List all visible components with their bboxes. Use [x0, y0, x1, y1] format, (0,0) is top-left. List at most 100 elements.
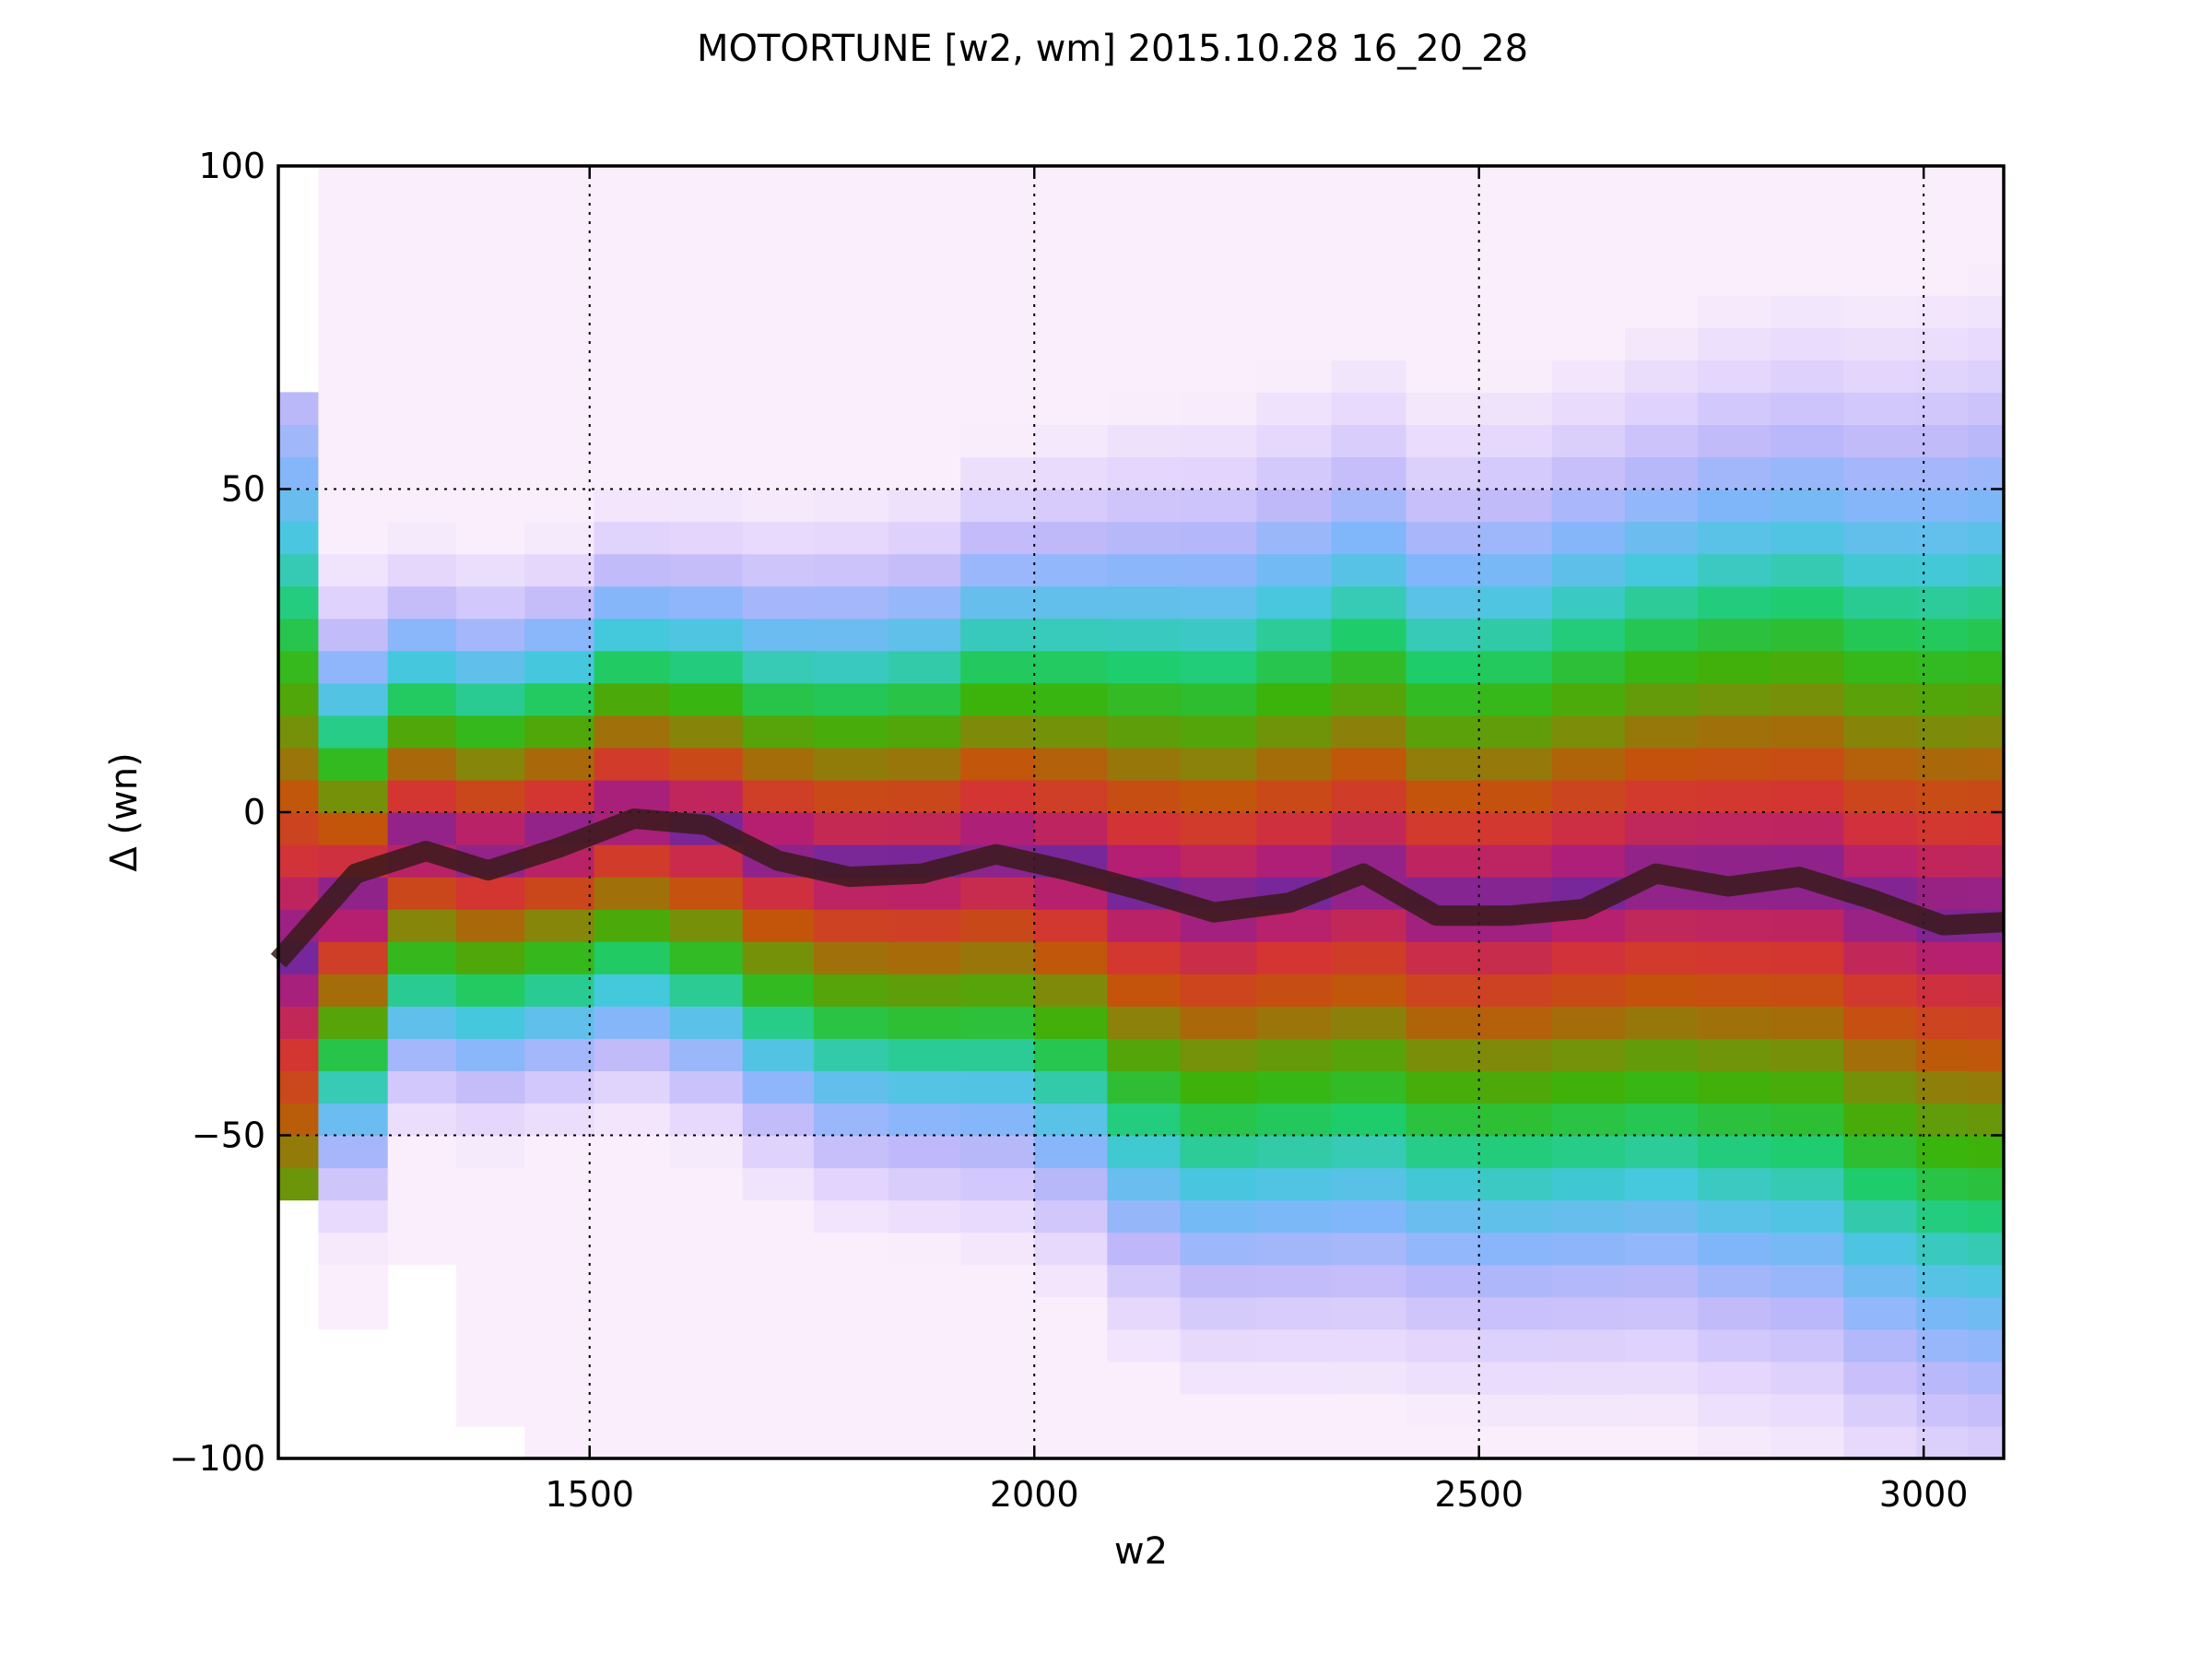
heatmap-cell — [387, 618, 457, 652]
heatmap-cell — [1406, 489, 1480, 523]
heatmap-cell — [1916, 747, 1970, 781]
heatmap-cell — [1551, 1006, 1626, 1039]
heatmap-cell — [1406, 812, 1480, 845]
heatmap-cell — [524, 585, 595, 620]
heatmap-cell — [888, 263, 961, 296]
heatmap-cell — [1180, 1006, 1258, 1039]
heatmap-cell — [1916, 327, 1970, 360]
heatmap-cell — [1843, 1070, 1918, 1104]
heatmap-cell — [1107, 1328, 1182, 1363]
heatmap-cell — [1034, 1393, 1108, 1427]
heatmap-cell — [1624, 1328, 1699, 1363]
heatmap-cell — [813, 1264, 889, 1298]
heatmap-cell — [1478, 360, 1553, 393]
heatmap-cell — [1771, 489, 1844, 523]
heatmap-cell — [1968, 974, 2005, 1007]
heatmap-cell — [1256, 1103, 1333, 1137]
heatmap-cell — [888, 1199, 961, 1233]
heatmap-cell — [1771, 1232, 1844, 1266]
heatmap-cell — [669, 1006, 744, 1039]
heatmap-cell — [813, 1135, 889, 1169]
heatmap-cell — [1968, 1393, 2005, 1427]
heatmap-cell — [1916, 941, 1970, 974]
heatmap-cell — [669, 714, 744, 749]
heatmap-cell — [1034, 166, 1108, 199]
heatmap-cell — [1107, 1038, 1182, 1071]
heatmap-cell — [813, 1296, 889, 1330]
heatmap-cell — [1406, 263, 1480, 296]
heatmap-cell — [960, 230, 1035, 264]
heatmap-cell — [594, 521, 671, 555]
heatmap-cell — [387, 456, 457, 490]
heatmap-cell — [278, 877, 320, 910]
heatmap-cell — [888, 1038, 961, 1071]
heatmap-cell — [1968, 327, 2005, 360]
heatmap-cell — [1968, 682, 2005, 716]
heatmap-cell — [1107, 198, 1182, 231]
heatmap-cells — [278, 166, 2005, 1459]
heatmap-cell — [318, 650, 389, 684]
heatmap-cell — [1478, 844, 1553, 878]
heatmap-cell — [1406, 618, 1480, 652]
heatmap-cell — [1180, 1393, 1258, 1427]
heatmap-cell — [1624, 747, 1699, 781]
heatmap-cell — [278, 489, 320, 523]
heatmap-cell — [1180, 1103, 1258, 1137]
heatmap-cell — [455, 618, 525, 652]
heatmap-cell — [278, 553, 320, 587]
heatmap-cell — [278, 650, 320, 684]
heatmap-cell — [1771, 456, 1844, 490]
heatmap-cell — [594, 166, 671, 199]
heatmap-cell — [524, 650, 595, 684]
heatmap-cell — [1698, 650, 1771, 684]
heatmap-cell — [1331, 974, 1407, 1007]
heatmap-cell — [594, 327, 671, 360]
heatmap-cell — [1771, 424, 1844, 458]
heatmap-cell — [1968, 392, 2005, 425]
heatmap-cell — [1256, 360, 1333, 393]
heatmap-cell — [1180, 1328, 1258, 1363]
heatmap-cell — [1698, 1006, 1771, 1039]
heatmap-cell — [594, 230, 671, 264]
heatmap-cell — [278, 1070, 320, 1104]
heatmap-cell — [1406, 1135, 1480, 1169]
heatmap-cell — [524, 489, 595, 523]
heatmap-cell — [669, 1264, 744, 1298]
heatmap-cell — [278, 456, 320, 490]
x-tick-label: 3000 — [1879, 1474, 1969, 1515]
heatmap-cell — [1551, 424, 1626, 458]
heatmap-cell — [1034, 1103, 1108, 1137]
heatmap-cell — [960, 585, 1035, 620]
heatmap-cell — [1771, 1393, 1844, 1427]
heatmap-cell — [1843, 424, 1918, 458]
heatmap-cell — [594, 1135, 671, 1169]
heatmap-cell — [1771, 974, 1844, 1007]
heatmap-cell — [1478, 1070, 1553, 1104]
heatmap-cell — [1406, 327, 1480, 360]
heatmap-cell — [455, 198, 525, 231]
heatmap-cell — [1968, 714, 2005, 749]
heatmap-cell — [318, 424, 389, 458]
heatmap-cell — [1034, 747, 1108, 781]
heatmap-cell — [742, 295, 815, 328]
heatmap-cell — [888, 1264, 961, 1298]
heatmap-cell — [1331, 585, 1407, 620]
heatmap-cell — [960, 360, 1035, 393]
heatmap-cell — [742, 682, 815, 716]
heatmap-cell — [813, 553, 889, 587]
heatmap-cell — [1478, 812, 1553, 845]
heatmap-cell — [1968, 1199, 2005, 1233]
heatmap-cell — [1478, 1135, 1553, 1169]
heatmap-cell — [1256, 1135, 1333, 1169]
heatmap-cell — [387, 1167, 457, 1201]
heatmap-cell — [960, 1070, 1035, 1104]
heatmap-cell — [1107, 456, 1182, 490]
heatmap-cell — [1916, 263, 1970, 296]
heatmap-cell — [1968, 456, 2005, 490]
heatmap-cell — [1107, 747, 1182, 781]
heatmap-cell — [1551, 1103, 1626, 1137]
heatmap-cell — [1843, 844, 1918, 878]
heatmap-cell — [669, 230, 744, 264]
heatmap-cell — [1180, 618, 1258, 652]
heatmap-cell — [1624, 521, 1699, 555]
